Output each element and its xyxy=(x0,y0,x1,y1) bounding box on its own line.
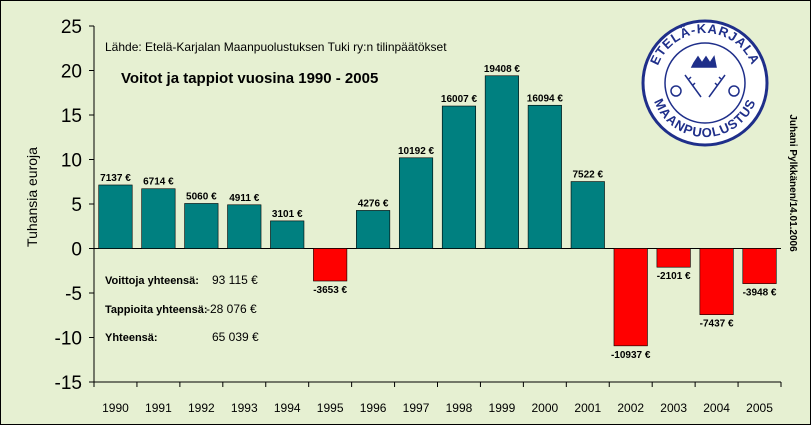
bar xyxy=(742,248,777,284)
bar xyxy=(527,104,562,249)
x-tick-label: 1998 xyxy=(446,401,473,415)
bar xyxy=(656,248,691,268)
x-tick-label: 1999 xyxy=(489,401,516,415)
bar xyxy=(313,248,348,282)
y-tick-label: -10 xyxy=(55,329,82,350)
data-label: -3948 € xyxy=(743,288,777,299)
data-label: -10937 € xyxy=(611,350,651,361)
x-tick-label: 2000 xyxy=(531,401,558,415)
coat-of-arms-icon xyxy=(670,55,740,98)
y-tick-label: 20 xyxy=(61,62,82,83)
y-tick-label: 0 xyxy=(71,240,82,261)
x-tick-label: 1992 xyxy=(188,401,215,415)
data-label: -7437 € xyxy=(700,319,734,330)
bar xyxy=(141,188,176,249)
x-tick-label: 1997 xyxy=(403,401,430,415)
x-tick-label: 1995 xyxy=(317,401,344,415)
data-label: 4276 € xyxy=(358,198,389,209)
bar xyxy=(356,210,391,249)
data-label: -3653 € xyxy=(313,285,347,296)
bar xyxy=(98,184,133,249)
bar xyxy=(613,248,648,347)
summary-losses-value: -28 076 € xyxy=(206,302,257,316)
x-tick-label: 1993 xyxy=(231,401,258,415)
data-label: 7137 € xyxy=(100,173,131,184)
summary-profits-value: 93 115 € xyxy=(212,273,258,287)
bar xyxy=(484,75,519,249)
data-label: 5060 € xyxy=(186,191,217,202)
summary-total-label: Yhteensä: xyxy=(105,332,158,344)
author-credit: Juhani Pylkkänen/14.01.2006 xyxy=(787,114,798,252)
y-tick-label: -15 xyxy=(55,373,82,394)
x-tick-label: 1994 xyxy=(274,401,301,415)
summary-losses-label: Tappioita yhteensä: xyxy=(105,304,207,316)
data-label: 19408 € xyxy=(484,64,521,75)
data-label: 6714 € xyxy=(143,177,174,188)
data-label: 7522 € xyxy=(572,170,603,181)
summary-box: Voittoja yhteensä: 93 115 € Tappioita yh… xyxy=(105,273,259,344)
bar xyxy=(699,248,734,315)
data-label: 10192 € xyxy=(398,146,435,157)
data-label: 16007 € xyxy=(441,94,478,105)
logo-seal: ETELÄ-KARJALA MAANPUOLUSTUS xyxy=(641,19,769,147)
bar xyxy=(184,203,219,249)
data-labels: 7137 € 6714 € 5060 € 4911 € 3101 € -3653 € 427… xyxy=(100,64,777,361)
bar xyxy=(227,204,262,249)
summary-total-value: 65 039 € xyxy=(212,330,259,344)
data-label: 16094 € xyxy=(527,93,564,104)
bar xyxy=(441,105,477,249)
y-axis-label: Tuhansia euroja xyxy=(24,147,40,247)
x-tick-label: 2005 xyxy=(746,401,773,415)
y-tick-label: 25 xyxy=(61,17,82,38)
bar xyxy=(270,220,305,249)
y-tick-label: 5 xyxy=(71,195,82,216)
y-tick-label: -5 xyxy=(65,284,82,305)
x-tick-label: 2001 xyxy=(574,401,601,415)
x-tick-label: 2002 xyxy=(617,401,644,415)
y-tick-label: 15 xyxy=(61,106,82,127)
chart-title: Voitot ja tappiot vuosina 1990 - 2005 xyxy=(121,70,378,87)
bar xyxy=(570,181,605,249)
x-tick-label: 2003 xyxy=(660,401,687,415)
summary-profits-label: Voittoja yhteensä: xyxy=(105,275,199,287)
x-tick-label: 1996 xyxy=(360,401,387,415)
bar xyxy=(398,157,434,249)
data-label: -2101 € xyxy=(657,271,691,282)
data-label: 3101 € xyxy=(272,209,303,220)
x-tick-label: 1990 xyxy=(102,401,129,415)
x-tick-label: 1991 xyxy=(145,401,172,415)
x-tick-label: 2004 xyxy=(703,401,730,415)
y-tick-label: 10 xyxy=(61,151,82,172)
bars xyxy=(98,75,777,347)
y-axis: -15 -10 -5 0 5 10 15 20 25 xyxy=(55,17,95,394)
data-label: 4911 € xyxy=(229,193,259,204)
source-note: Lähde: Etelä-Karjalan Maanpuolustuksen T… xyxy=(105,40,447,54)
